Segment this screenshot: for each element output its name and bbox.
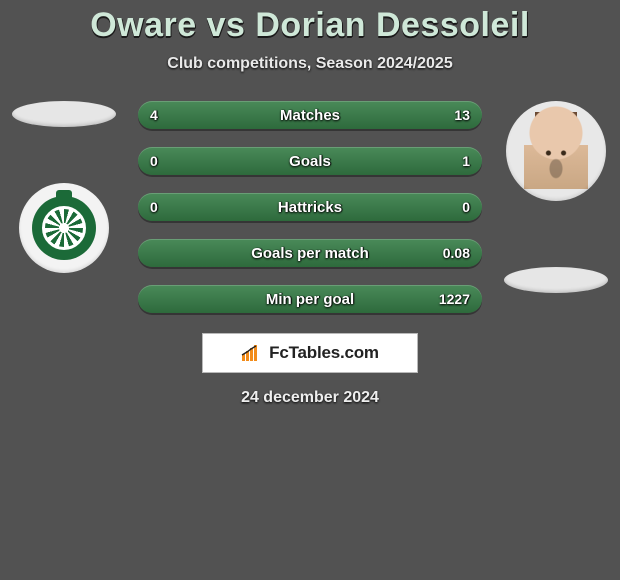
stat-value-right: 0.08 [443, 245, 470, 261]
stat-value-left: 0 [150, 199, 158, 215]
date-stamp: 24 december 2024 [241, 389, 379, 407]
footer: FcTables.com 24 december 2024 [0, 333, 620, 407]
player-right-column [500, 101, 612, 293]
stat-label: Matches [138, 107, 482, 124]
brand-box: FcTables.com [202, 333, 418, 373]
stat-label: Min per goal [138, 291, 482, 308]
stat-label: Goals per match [138, 245, 482, 262]
crest-inner-pattern [42, 206, 86, 250]
stat-value-right: 1 [462, 153, 470, 169]
stat-bars: Matches413Goals01Hattricks00Goals per ma… [138, 101, 482, 313]
comparison-card: Oware vs Dorian Dessoleil Club competiti… [0, 0, 620, 407]
player-avatar-right [506, 101, 606, 201]
brand-text: FcTables.com [269, 343, 379, 363]
stat-bar: Min per goal1227 [138, 285, 482, 313]
bar-chart-icon [241, 344, 263, 362]
placeholder-ellipse-right [504, 267, 608, 293]
stat-value-left: 0 [150, 153, 158, 169]
club-crest-left [19, 183, 109, 273]
stat-bar: Goals0 1 [138, 147, 482, 175]
player-left-column [8, 101, 120, 273]
stat-label: Hattricks [138, 199, 482, 216]
comparison-row: Matches413Goals01Hattricks00Goals per ma… [0, 101, 620, 313]
stat-value-right: 1227 [439, 291, 470, 307]
stat-bar: Goals per match0.08 [138, 239, 482, 267]
page-title: Oware vs Dorian Dessoleil [0, 6, 620, 45]
subtitle: Club competitions, Season 2024/2025 [0, 55, 620, 73]
crest-graphic [32, 196, 96, 260]
stat-label: Goals [138, 153, 482, 170]
stat-value-right: 0 [462, 199, 470, 215]
stat-bar: Hattricks0 0 [138, 193, 482, 221]
stat-value-right: 13 [454, 107, 470, 123]
stat-bar: Matches4 13 [138, 101, 482, 129]
stat-value-left: 4 [150, 107, 158, 123]
placeholder-ellipse-left [12, 101, 116, 127]
